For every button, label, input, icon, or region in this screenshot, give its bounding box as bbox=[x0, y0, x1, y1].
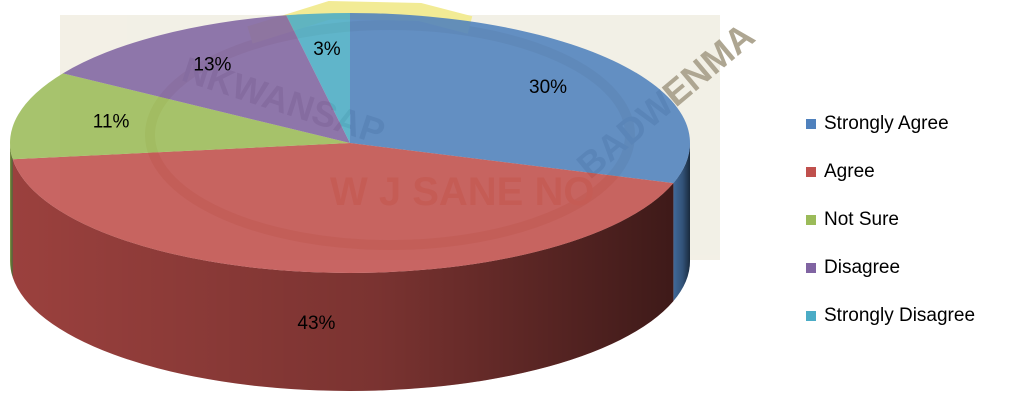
pie-slice-strongly-disagree bbox=[286, 13, 350, 143]
legend-swatch bbox=[806, 263, 816, 273]
legend-label: Disagree bbox=[824, 257, 901, 278]
pie-slices bbox=[10, 13, 690, 274]
pie-wall-shading bbox=[10, 143, 13, 278]
legend-label: Agree bbox=[824, 161, 875, 182]
legend-label: Strongly Agree bbox=[824, 113, 949, 134]
legend-swatch bbox=[806, 311, 816, 321]
legend-item-disagree: Disagree bbox=[806, 244, 975, 292]
data-label-disagree: 13% bbox=[193, 55, 231, 76]
data-label-not-sure: 11% bbox=[93, 112, 130, 133]
legend-swatch bbox=[806, 215, 816, 225]
legend-item-strongly-agree: Strongly Agree bbox=[806, 100, 975, 148]
pie-wall-shading bbox=[12, 159, 674, 391]
pie-slice-strongly-agree bbox=[350, 13, 690, 184]
legend-label: Not Sure bbox=[824, 209, 899, 230]
chart-legend: Strongly Agree Agree Not Sure Disagree Stron… bbox=[806, 100, 975, 340]
legend-label: Strongly Disagree bbox=[824, 305, 976, 326]
data-label-agree: 43% bbox=[297, 313, 335, 334]
pie-wall-shading bbox=[673, 143, 690, 302]
data-label-strongly-agree: 30% bbox=[529, 77, 567, 98]
pie-slice-disagree bbox=[62, 15, 351, 143]
pie-slice-not-sure bbox=[10, 73, 351, 160]
data-label-strongly-disagree: 3% bbox=[313, 39, 341, 60]
legend-item-strongly-disagree: Strongly Disagree bbox=[806, 292, 975, 340]
pie-side-walls bbox=[10, 143, 690, 391]
pie-slice-agree bbox=[12, 143, 674, 274]
legend-swatch bbox=[806, 167, 816, 177]
legend-item-agree: Agree bbox=[806, 148, 975, 196]
pie-data-labels: 30% 43% 11% 13% 3% bbox=[93, 39, 567, 334]
legend-item-not-sure: Not Sure bbox=[806, 196, 975, 244]
legend-swatch bbox=[806, 119, 816, 129]
